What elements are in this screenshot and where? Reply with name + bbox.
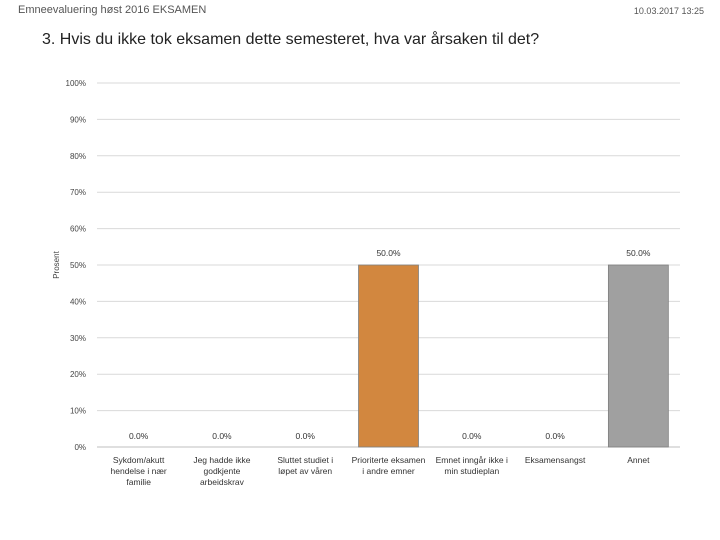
category-label: godkjente (203, 466, 240, 476)
report-title: Emneevaluering høst 2016 EKSAMEN (18, 4, 207, 16)
y-tick-label: 80% (70, 152, 86, 161)
category-label: Annet (627, 455, 650, 465)
data-label: 0.0% (212, 431, 232, 441)
category-label: arbeidskrav (200, 477, 245, 487)
chart-bars (358, 264, 669, 448)
y-tick-label: 70% (70, 188, 86, 197)
data-label: 0.0% (545, 431, 565, 441)
data-label: 50.0% (376, 248, 401, 258)
data-label: 0.0% (296, 431, 316, 441)
category-label: Sluttet studiet i (277, 455, 333, 465)
category-label: Jeg hadde ikke (193, 455, 250, 465)
y-axis-label: Prosent (52, 250, 61, 278)
y-tick-label: 10% (70, 407, 86, 416)
category-label: familie (126, 477, 151, 487)
y-tick-label: 40% (70, 297, 86, 306)
chart-data-labels: 0.0% 0.0% 0.0% 50.0% 0.0% 0.0% 50.0% (129, 248, 651, 441)
bar (358, 264, 419, 448)
y-tick-label: 50% (70, 261, 86, 270)
category-label: Sykdom/akutt (113, 455, 165, 465)
y-axis-ticks: 0% 10% 20% 30% 40% 50% 60% 70% 80% 90% 100% (66, 79, 86, 452)
y-tick-label: 0% (74, 443, 86, 452)
y-tick-label: 60% (70, 225, 86, 234)
category-label: hendelse i nær (111, 466, 167, 476)
question-title: 3. Hvis du ikke tok eksamen dette semest… (42, 31, 540, 48)
y-tick-label: 20% (70, 370, 86, 379)
data-label: 0.0% (462, 431, 482, 441)
data-label: 0.0% (129, 431, 149, 441)
category-label: Emnet inngår ikke i (436, 455, 508, 465)
category-label: Prioriterte eksamen (352, 455, 426, 465)
category-label: Eksamensangst (525, 455, 586, 465)
data-label: 50.0% (626, 248, 651, 258)
category-label: løpet av våren (278, 466, 332, 476)
category-label: min studieplan (444, 466, 499, 476)
category-label: i andre emner (362, 466, 415, 476)
bar (607, 264, 669, 448)
y-tick-label: 30% (70, 334, 86, 343)
y-tick-label: 90% (70, 115, 86, 124)
report-timestamp: 10.03.2017 13:25 (633, 6, 704, 16)
y-tick-label: 100% (66, 79, 86, 88)
